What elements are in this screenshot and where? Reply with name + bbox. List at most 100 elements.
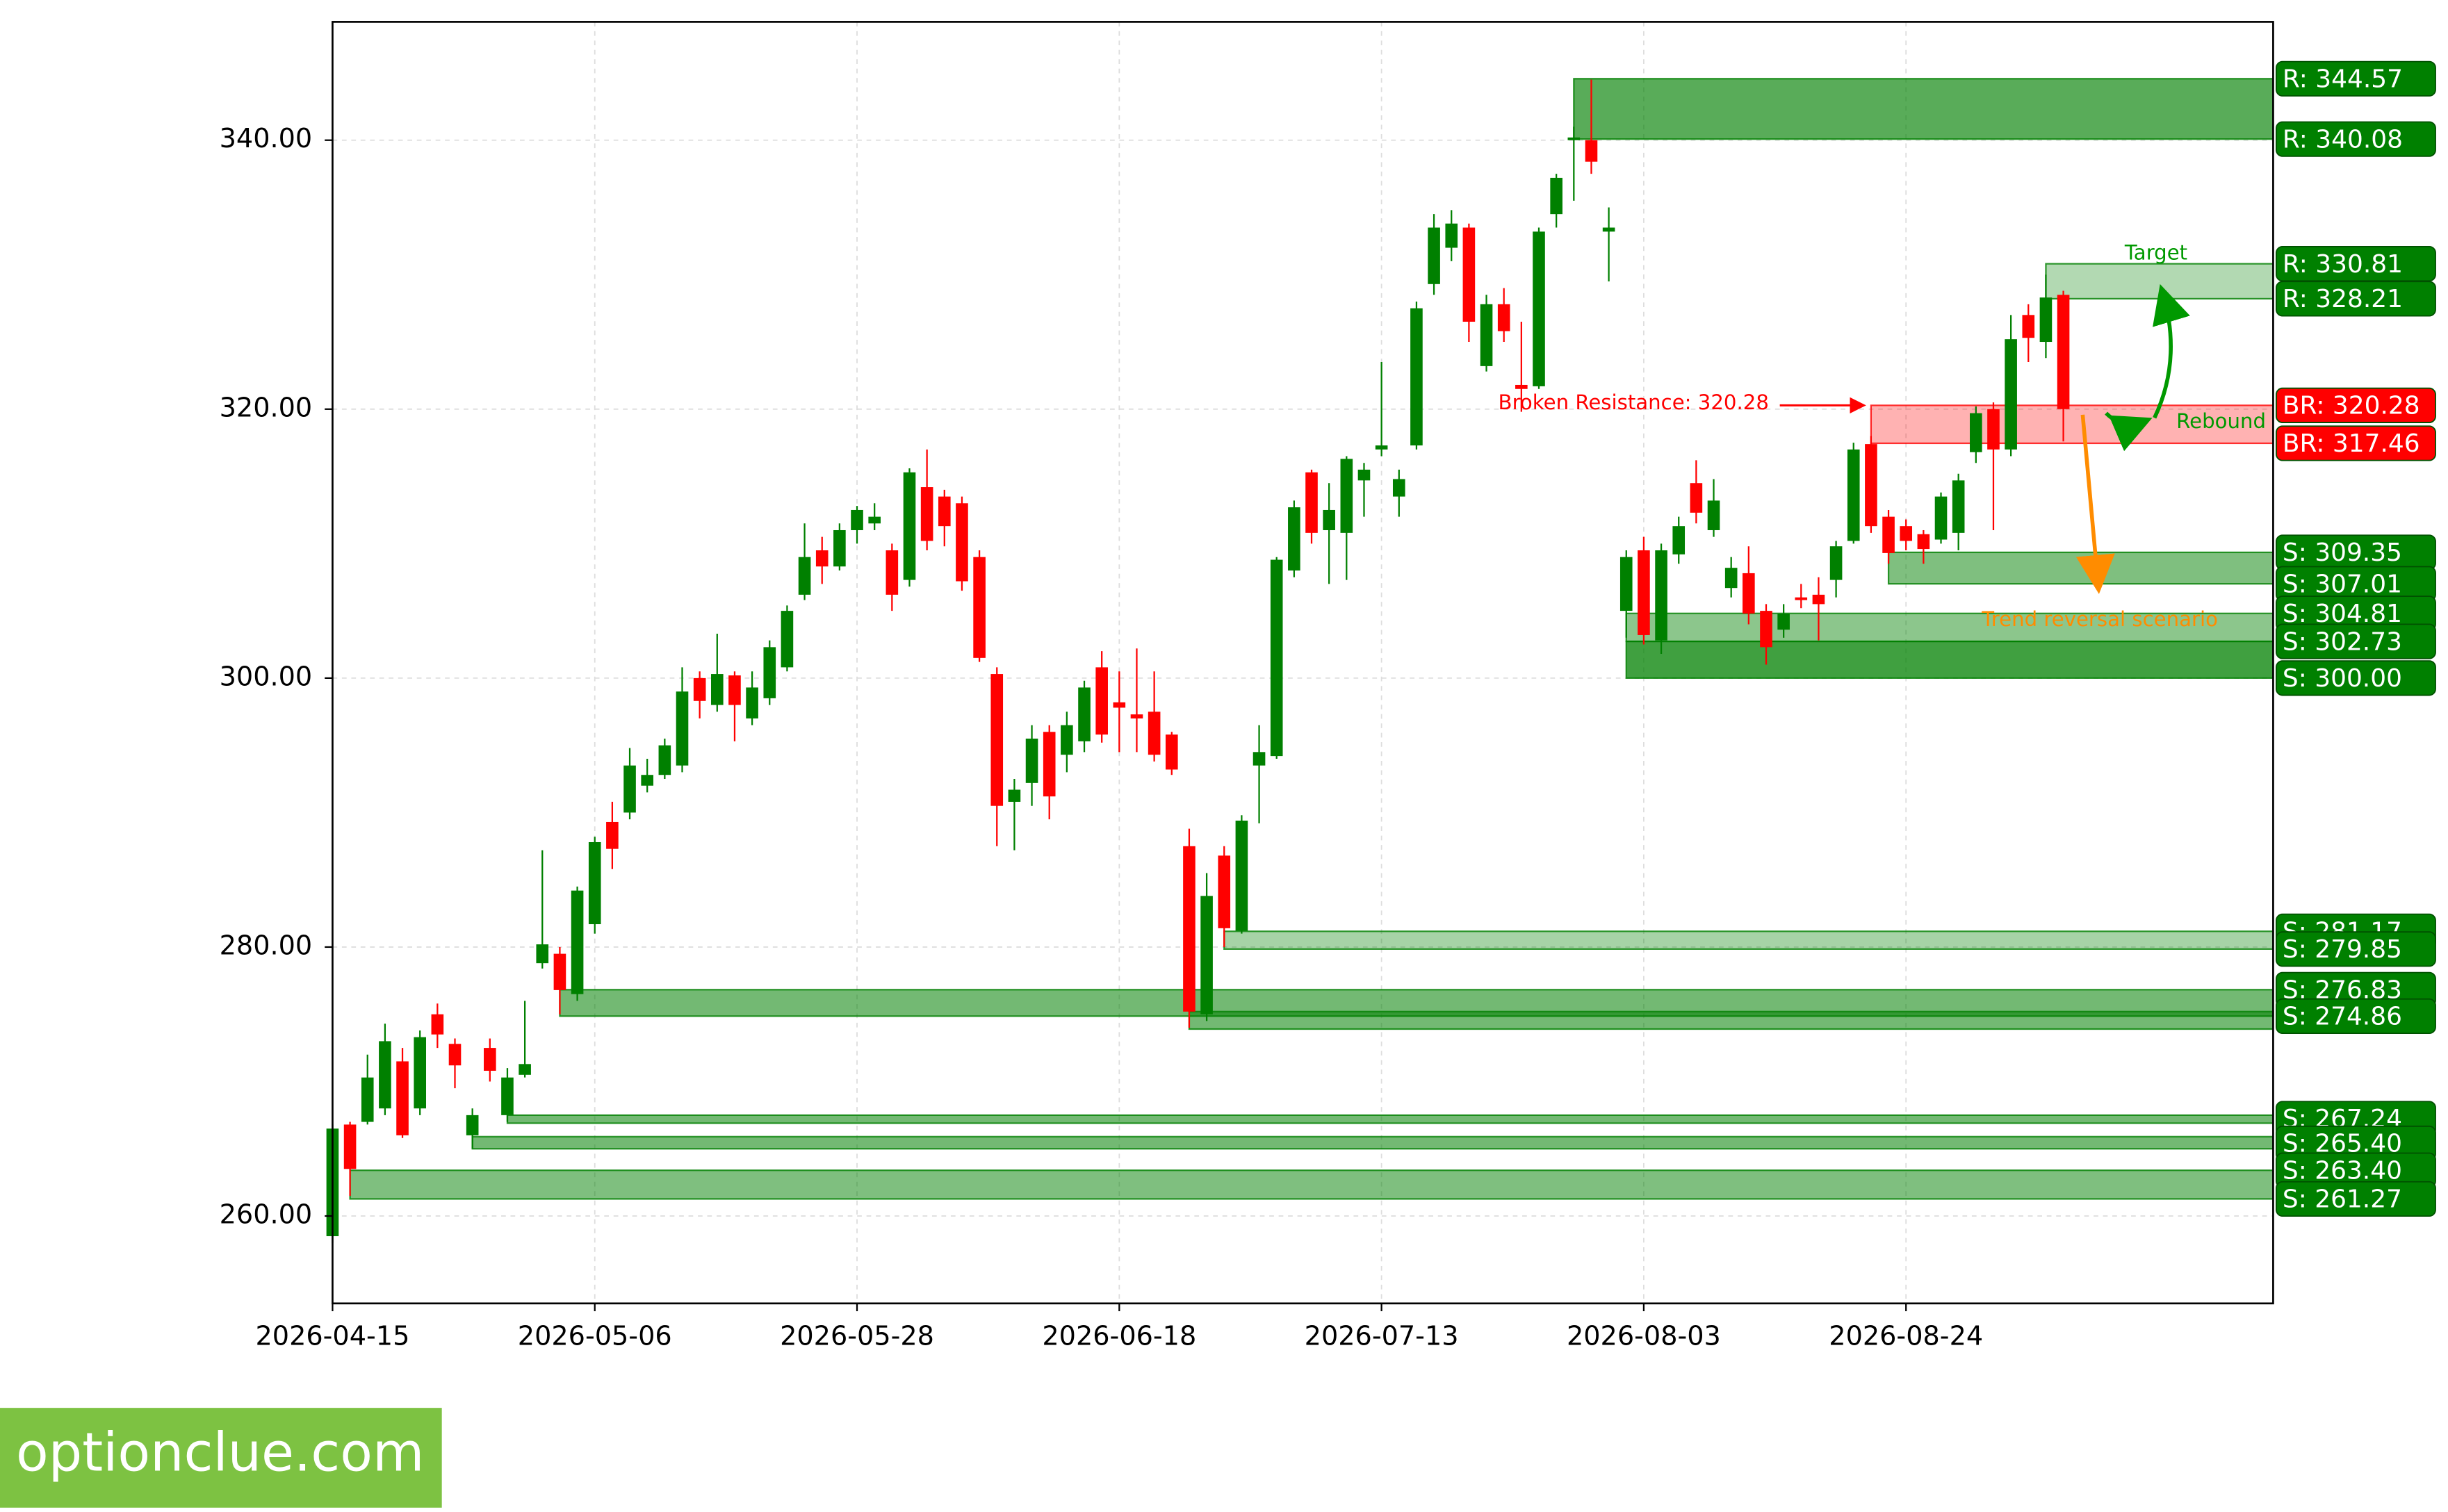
level-label: R: 328.21	[2283, 285, 2403, 313]
candle-body	[1357, 469, 1371, 481]
candle-body	[1690, 483, 1703, 513]
candle-body	[1619, 557, 1633, 611]
candle-body	[973, 557, 986, 658]
candle-body	[815, 550, 829, 567]
candle-body	[1183, 846, 1196, 1012]
level-box	[2276, 281, 2436, 317]
x-tick-label: 2026-05-28	[780, 1321, 934, 1351]
candle-body	[343, 1124, 357, 1169]
y-tick-label: 260.00	[220, 1199, 313, 1230]
candle-body	[501, 1077, 514, 1115]
candle-body	[1812, 594, 1825, 605]
candle-body	[1795, 597, 1808, 600]
candle-body	[1900, 526, 1913, 541]
candle-body	[431, 1014, 444, 1035]
x-tick-label: 2026-08-03	[1567, 1321, 1721, 1351]
candle-body	[1638, 550, 1650, 635]
zone	[1870, 404, 2274, 445]
candle-body	[676, 691, 689, 766]
zone	[471, 1135, 2274, 1150]
level-label: S: 309.35	[2283, 539, 2402, 567]
level-box	[2276, 121, 2436, 157]
candle-body	[1777, 613, 1790, 630]
zone	[1573, 78, 2274, 140]
zone	[506, 1114, 2274, 1124]
candle-body	[588, 841, 601, 925]
level-box	[2276, 60, 2436, 97]
level-label: R: 344.57	[2283, 65, 2403, 94]
candle-body	[1008, 789, 1021, 802]
level-label: S: 261.27	[2283, 1185, 2402, 1214]
candle-body	[1305, 472, 1318, 533]
candle-body	[1987, 409, 2000, 450]
candle-body	[1235, 821, 1248, 931]
level-box	[2276, 931, 2436, 967]
candle-body	[851, 509, 863, 530]
level-label: S: 274.86	[2283, 1003, 2402, 1031]
candle-body	[641, 775, 653, 786]
candle-body	[414, 1037, 427, 1109]
annotation: Trend reversal scenario	[1981, 607, 2218, 631]
candle-body	[1410, 308, 1423, 446]
candle-body	[1934, 496, 1948, 540]
candle-body	[1655, 550, 1667, 641]
candle-body	[886, 550, 899, 595]
candle-body	[1970, 413, 1982, 452]
watermark: optionclue.com	[16, 1422, 424, 1484]
candle-body	[1550, 177, 1562, 215]
zone	[1887, 551, 2274, 585]
y-tick-label: 280.00	[220, 930, 313, 960]
annotation-arrow	[2075, 414, 2115, 594]
candle-body	[1952, 480, 1965, 533]
candle-body	[1288, 507, 1300, 571]
level-label: S: 279.85	[2283, 935, 2402, 964]
candle-body	[1095, 667, 1108, 735]
level-label: S: 307.01	[2283, 570, 2402, 598]
candle-body	[1480, 304, 1493, 366]
annotation-arrow	[2105, 411, 2153, 452]
candle-body	[536, 944, 549, 964]
annotation: Rebound	[2176, 409, 2266, 433]
y-tick-label: 300.00	[220, 661, 313, 691]
candle-body	[746, 687, 758, 718]
candle-body	[1707, 500, 1720, 530]
level-label: S: 300.00	[2283, 664, 2402, 693]
candle-body	[1043, 732, 1056, 797]
candle-body	[1515, 384, 1528, 389]
zone	[349, 1169, 2274, 1200]
candle-body	[1829, 546, 1843, 580]
annotation: Broken Resistance: 320.28	[1499, 391, 1769, 414]
candle-body	[571, 890, 584, 994]
candle-body	[1585, 140, 1598, 162]
candle-body	[763, 647, 776, 698]
candle-body	[1375, 445, 1388, 450]
candle-body	[519, 1064, 531, 1075]
candle-body	[379, 1041, 391, 1109]
level-box	[2276, 246, 2436, 282]
candle-body	[1078, 687, 1091, 741]
level-box	[2276, 998, 2436, 1035]
annotation-arrow	[2153, 284, 2190, 419]
candle-body	[1847, 449, 1860, 541]
candle-body	[1252, 752, 1266, 766]
candle-body	[1323, 509, 1335, 530]
candle-body	[484, 1048, 496, 1071]
candle-body	[2057, 295, 2070, 409]
x-tick-label: 2026-08-24	[1829, 1321, 1983, 1351]
level-label: BR: 320.28	[2283, 392, 2420, 420]
level-labels: R: 344.57 R: 340.08 R: 330.81 R: 328.21 BR: …	[2276, 60, 2436, 1217]
zone	[1223, 930, 2274, 950]
candle-body	[1148, 712, 1161, 755]
candle-body	[2022, 315, 2035, 338]
zone	[1625, 640, 2274, 679]
level-box	[2276, 1181, 2436, 1217]
candle-body	[833, 529, 846, 567]
level-box	[2276, 660, 2436, 696]
candle-body	[1602, 227, 1615, 232]
candle-body	[1113, 702, 1126, 708]
candle-body	[903, 472, 916, 580]
level-label: S: 302.73	[2283, 627, 2402, 656]
candle-body	[920, 487, 933, 541]
zone	[2045, 263, 2274, 300]
